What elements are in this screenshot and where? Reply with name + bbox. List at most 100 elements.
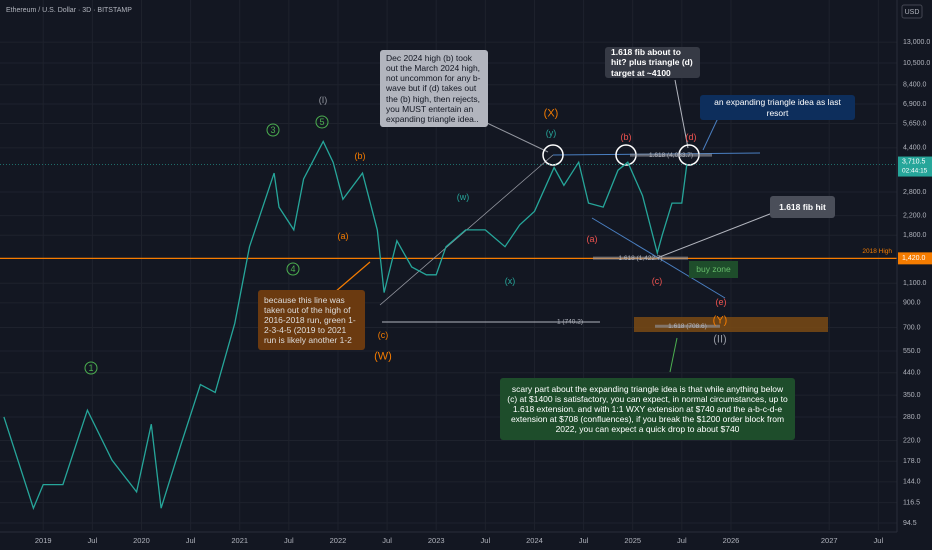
x-tick-label: 2022 <box>330 536 347 545</box>
y-tick-label: 144.0 <box>903 479 921 486</box>
price-line <box>3 140 688 511</box>
y-tick-label: 1,800.0 <box>903 232 926 239</box>
y-tick-label: 13,000.0 <box>903 39 930 46</box>
y-tick-label: 4,400.0 <box>903 145 926 152</box>
x-tick-label: Jul <box>88 536 98 545</box>
wave-label: (Y) <box>713 314 728 326</box>
chart-title: Ethereum / U.S. Dollar · 3D · BITSTAMP <box>6 7 132 14</box>
y-tick-label: 8,400.0 <box>903 82 926 89</box>
annotation-text: Dec 2024 high (b) took out the March 202… <box>380 50 488 127</box>
y-tick-label: 94.5 <box>903 520 917 527</box>
wave-label: (X) <box>544 107 559 119</box>
plot <box>3 140 688 511</box>
wave-label: (b) <box>621 132 632 142</box>
wave-label: (w) <box>457 192 470 202</box>
x-tick-label: 2021 <box>231 536 248 545</box>
wave-label: 5 <box>319 117 324 127</box>
grid <box>0 0 897 530</box>
y-tick-label: 550.0 <box>903 348 921 355</box>
wave-label: (y) <box>546 128 557 138</box>
annotation: because this line was taken out of the h… <box>258 290 365 350</box>
y-tick-label: 220.0 <box>903 437 921 444</box>
wave-label: (a) <box>587 234 598 244</box>
y-tick-label: 1,100.0 <box>903 280 926 287</box>
y-tick-label: 6,900.0 <box>903 101 926 108</box>
y-tick-label: 350.0 <box>903 392 921 399</box>
annotation: 1.618 fib hit <box>770 196 835 218</box>
x-tick-label: Jul <box>284 536 294 545</box>
y-tick-label: 178.0 <box>903 458 921 465</box>
x-tick-label: Jul <box>186 536 196 545</box>
x-tick-label: 2019 <box>35 536 52 545</box>
wave-label: (II) <box>713 333 726 345</box>
x-tick-label: 2026 <box>723 536 740 545</box>
fib-label: 1 (740.2) <box>557 319 583 326</box>
last-price-label: 3,710.5 <box>902 158 925 165</box>
x-tick-label: Jul <box>481 536 491 545</box>
wave-circle <box>315 115 329 129</box>
annotation: buy zone <box>696 264 731 275</box>
wave-label: 4 <box>290 264 295 274</box>
pointer-line <box>334 261 371 293</box>
wave-circle <box>84 361 98 375</box>
wave-label: (c) <box>378 330 389 340</box>
buy-zone-box <box>689 261 738 278</box>
x-tick-label: 2020 <box>133 536 150 545</box>
x-tick-label: 2023 <box>428 536 445 545</box>
wave-label: (W) <box>374 350 392 362</box>
annotation-text: scary part about the expanding triangle … <box>500 378 795 440</box>
pointer-line <box>702 117 719 151</box>
wave-label: (e) <box>716 297 727 307</box>
x-tick-label: Jul <box>874 536 884 545</box>
annotation: an expanding triangle idea as last resor… <box>700 95 855 120</box>
y-tick-label: 280.0 <box>903 414 921 421</box>
currency: USD <box>905 9 920 16</box>
last-price-tag <box>898 156 932 177</box>
y-tick-label: 900.0 <box>903 300 921 307</box>
y-tick-label: 10,500.0 <box>903 60 930 67</box>
x-tick-label: 2024 <box>526 536 543 545</box>
annotation: Dec 2024 high (b) took out the March 202… <box>380 50 488 127</box>
fib-label: 1.618 (1,422.7) <box>618 255 662 262</box>
pointer-line <box>674 79 689 149</box>
x-tick-label: Jul <box>677 536 687 545</box>
y-tick-label: 116.5 <box>903 499 920 506</box>
pointer-line <box>486 122 549 153</box>
wave-label: (d) <box>686 132 697 142</box>
y-tick-label: 440.0 <box>903 370 921 377</box>
fib-label: 1.618 (4,083.7) <box>649 152 693 159</box>
x-tick-label: Jul <box>382 536 392 545</box>
wave-label: (x) <box>505 276 516 286</box>
y-tick-label: 2,800.0 <box>903 189 926 196</box>
annotation-text: 1.618 fib hit <box>770 196 835 218</box>
annotation-text: 1.618 fib about to hit? plus triangle (d… <box>605 47 700 78</box>
wave-circle <box>266 123 280 137</box>
wave-label: 1 <box>88 363 93 373</box>
y-tick-label: 5,650.0 <box>903 120 926 127</box>
y-tick-label: 700.0 <box>903 324 921 331</box>
wave-label: (a) <box>338 231 349 241</box>
countdown: 02:44:15 <box>902 167 928 174</box>
wave-label: (I) <box>319 95 328 105</box>
level-tag <box>898 252 932 265</box>
annotation-text: buy zone <box>696 264 731 275</box>
wave-label: 3 <box>270 125 275 135</box>
y-tick-label: 2,200.0 <box>903 212 926 219</box>
pointer-line <box>669 337 678 373</box>
annotation-text: because this line was taken out of the h… <box>258 290 365 350</box>
wave-label: (c) <box>652 276 663 286</box>
wave-label: (b) <box>355 151 366 161</box>
annotation: scary part about the expanding triangle … <box>500 378 795 440</box>
level-label: 1,420.0 <box>902 255 925 262</box>
currency-box <box>901 4 923 19</box>
fib-label: 1.618 (708.6) <box>668 323 707 330</box>
x-tick-label: 2025 <box>624 536 641 545</box>
annotation-text: an expanding triangle idea as last resor… <box>700 95 855 120</box>
x-tick-label: Jul <box>579 536 589 545</box>
annotation: 1.618 fib about to hit? plus triangle (d… <box>605 47 700 78</box>
target-zone <box>634 317 828 332</box>
pointer-line <box>656 211 776 259</box>
wave-circle <box>286 262 300 276</box>
price-axis <box>897 0 932 550</box>
